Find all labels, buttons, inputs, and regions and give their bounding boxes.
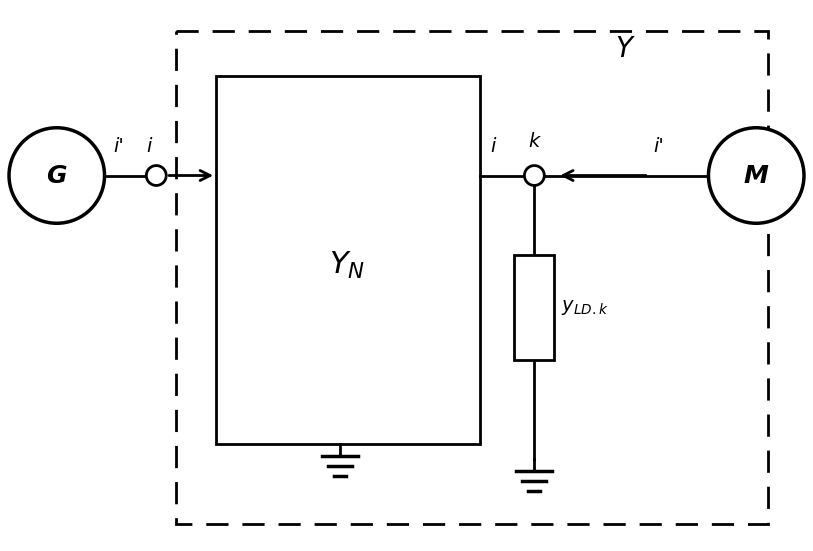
Text: G: G (46, 164, 67, 187)
Text: $y_{LD.k}$: $y_{LD.k}$ (561, 298, 609, 317)
Bar (176, 31, 768, 524)
Circle shape (9, 128, 105, 223)
Circle shape (708, 128, 804, 223)
Text: i: i (146, 137, 152, 155)
Bar (515, 255, 554, 360)
Text: $Y_N$: $Y_N$ (329, 250, 365, 280)
Text: i': i' (113, 137, 124, 155)
Text: Y: Y (615, 35, 633, 63)
Text: i': i' (654, 137, 664, 155)
Text: M: M (744, 164, 768, 187)
Text: k: k (528, 132, 540, 150)
Bar (216, 76, 480, 444)
Circle shape (524, 165, 544, 186)
Circle shape (146, 165, 166, 186)
Text: i: i (490, 137, 495, 155)
